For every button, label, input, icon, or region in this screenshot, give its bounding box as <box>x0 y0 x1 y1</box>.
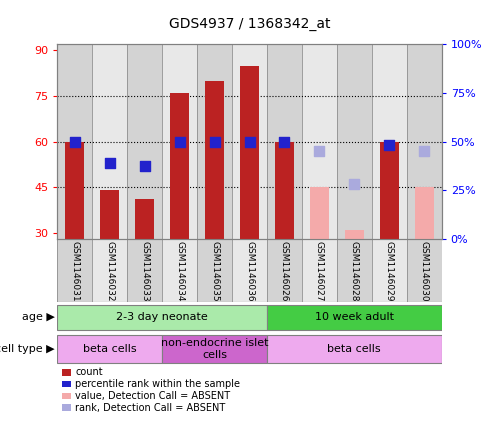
Text: GSM1146027: GSM1146027 <box>315 241 324 302</box>
Bar <box>407 44 442 239</box>
Bar <box>170 93 189 239</box>
Point <box>176 138 184 145</box>
Bar <box>197 44 232 239</box>
Point <box>385 141 393 148</box>
Text: rank, Detection Call = ABSENT: rank, Detection Call = ABSENT <box>75 403 226 413</box>
Text: GSM1146030: GSM1146030 <box>420 241 429 302</box>
Bar <box>205 81 224 239</box>
Point <box>246 138 253 145</box>
Point <box>420 148 428 154</box>
Point <box>315 148 323 154</box>
Bar <box>415 187 434 239</box>
Bar <box>267 335 442 363</box>
Bar <box>302 44 337 239</box>
Text: GSM1146029: GSM1146029 <box>385 241 394 302</box>
Bar <box>337 44 372 239</box>
Bar <box>57 44 92 239</box>
Bar <box>267 239 302 302</box>
Text: GSM1146032: GSM1146032 <box>105 241 114 302</box>
Bar <box>92 44 127 239</box>
Point <box>106 159 114 166</box>
Bar <box>337 239 372 302</box>
Bar <box>267 305 442 330</box>
Text: 2-3 day neonate: 2-3 day neonate <box>116 312 208 322</box>
Point <box>141 163 149 170</box>
Bar <box>372 239 407 302</box>
Bar <box>345 230 364 239</box>
Text: GSM1146034: GSM1146034 <box>175 241 184 302</box>
Bar <box>162 335 267 363</box>
Text: GSM1146033: GSM1146033 <box>140 241 149 302</box>
Text: value, Detection Call = ABSENT: value, Detection Call = ABSENT <box>75 391 231 401</box>
Bar <box>127 239 162 302</box>
Text: GSM1146026: GSM1146026 <box>280 241 289 302</box>
Bar <box>407 239 442 302</box>
Bar <box>267 44 302 239</box>
Bar <box>302 239 337 302</box>
Bar <box>92 239 127 302</box>
Text: beta cells: beta cells <box>327 344 381 354</box>
Bar <box>240 66 259 239</box>
Point <box>211 138 219 145</box>
Point <box>280 138 288 145</box>
Text: percentile rank within the sample: percentile rank within the sample <box>75 379 241 389</box>
Text: GSM1146035: GSM1146035 <box>210 241 219 302</box>
Text: GSM1146031: GSM1146031 <box>70 241 79 302</box>
Text: GSM1146028: GSM1146028 <box>350 241 359 302</box>
Bar <box>127 44 162 239</box>
Text: count: count <box>75 367 103 377</box>
Text: cell type ▶: cell type ▶ <box>0 344 55 354</box>
Bar <box>162 239 197 302</box>
Bar <box>197 239 232 302</box>
Bar <box>372 44 407 239</box>
Point <box>71 138 79 145</box>
Bar <box>380 142 399 239</box>
Text: beta cells: beta cells <box>83 344 137 354</box>
Bar <box>57 239 92 302</box>
Text: 10 week adult: 10 week adult <box>315 312 394 322</box>
Bar <box>232 44 267 239</box>
Bar <box>135 200 154 239</box>
Point <box>350 181 358 188</box>
Bar <box>65 142 84 239</box>
Bar <box>57 305 267 330</box>
Bar <box>100 190 119 239</box>
Text: non-endocrine islet
cells: non-endocrine islet cells <box>161 338 268 360</box>
Bar <box>232 239 267 302</box>
Text: age ▶: age ▶ <box>22 312 55 322</box>
Text: GDS4937 / 1368342_at: GDS4937 / 1368342_at <box>169 17 330 31</box>
Bar <box>275 142 294 239</box>
Bar <box>57 335 162 363</box>
Text: GSM1146036: GSM1146036 <box>245 241 254 302</box>
Bar <box>162 44 197 239</box>
Bar <box>310 187 329 239</box>
